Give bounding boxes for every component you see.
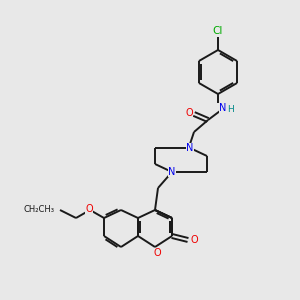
Text: N: N [168,167,176,177]
Text: CH₂CH₃: CH₂CH₃ [23,206,54,214]
Text: O: O [190,235,198,245]
Text: N: N [186,143,194,153]
Text: O: O [185,108,193,118]
Text: N: N [219,103,227,113]
Text: O: O [153,248,161,258]
Text: Cl: Cl [213,26,223,36]
Text: H: H [226,104,233,113]
Text: O: O [85,204,93,214]
